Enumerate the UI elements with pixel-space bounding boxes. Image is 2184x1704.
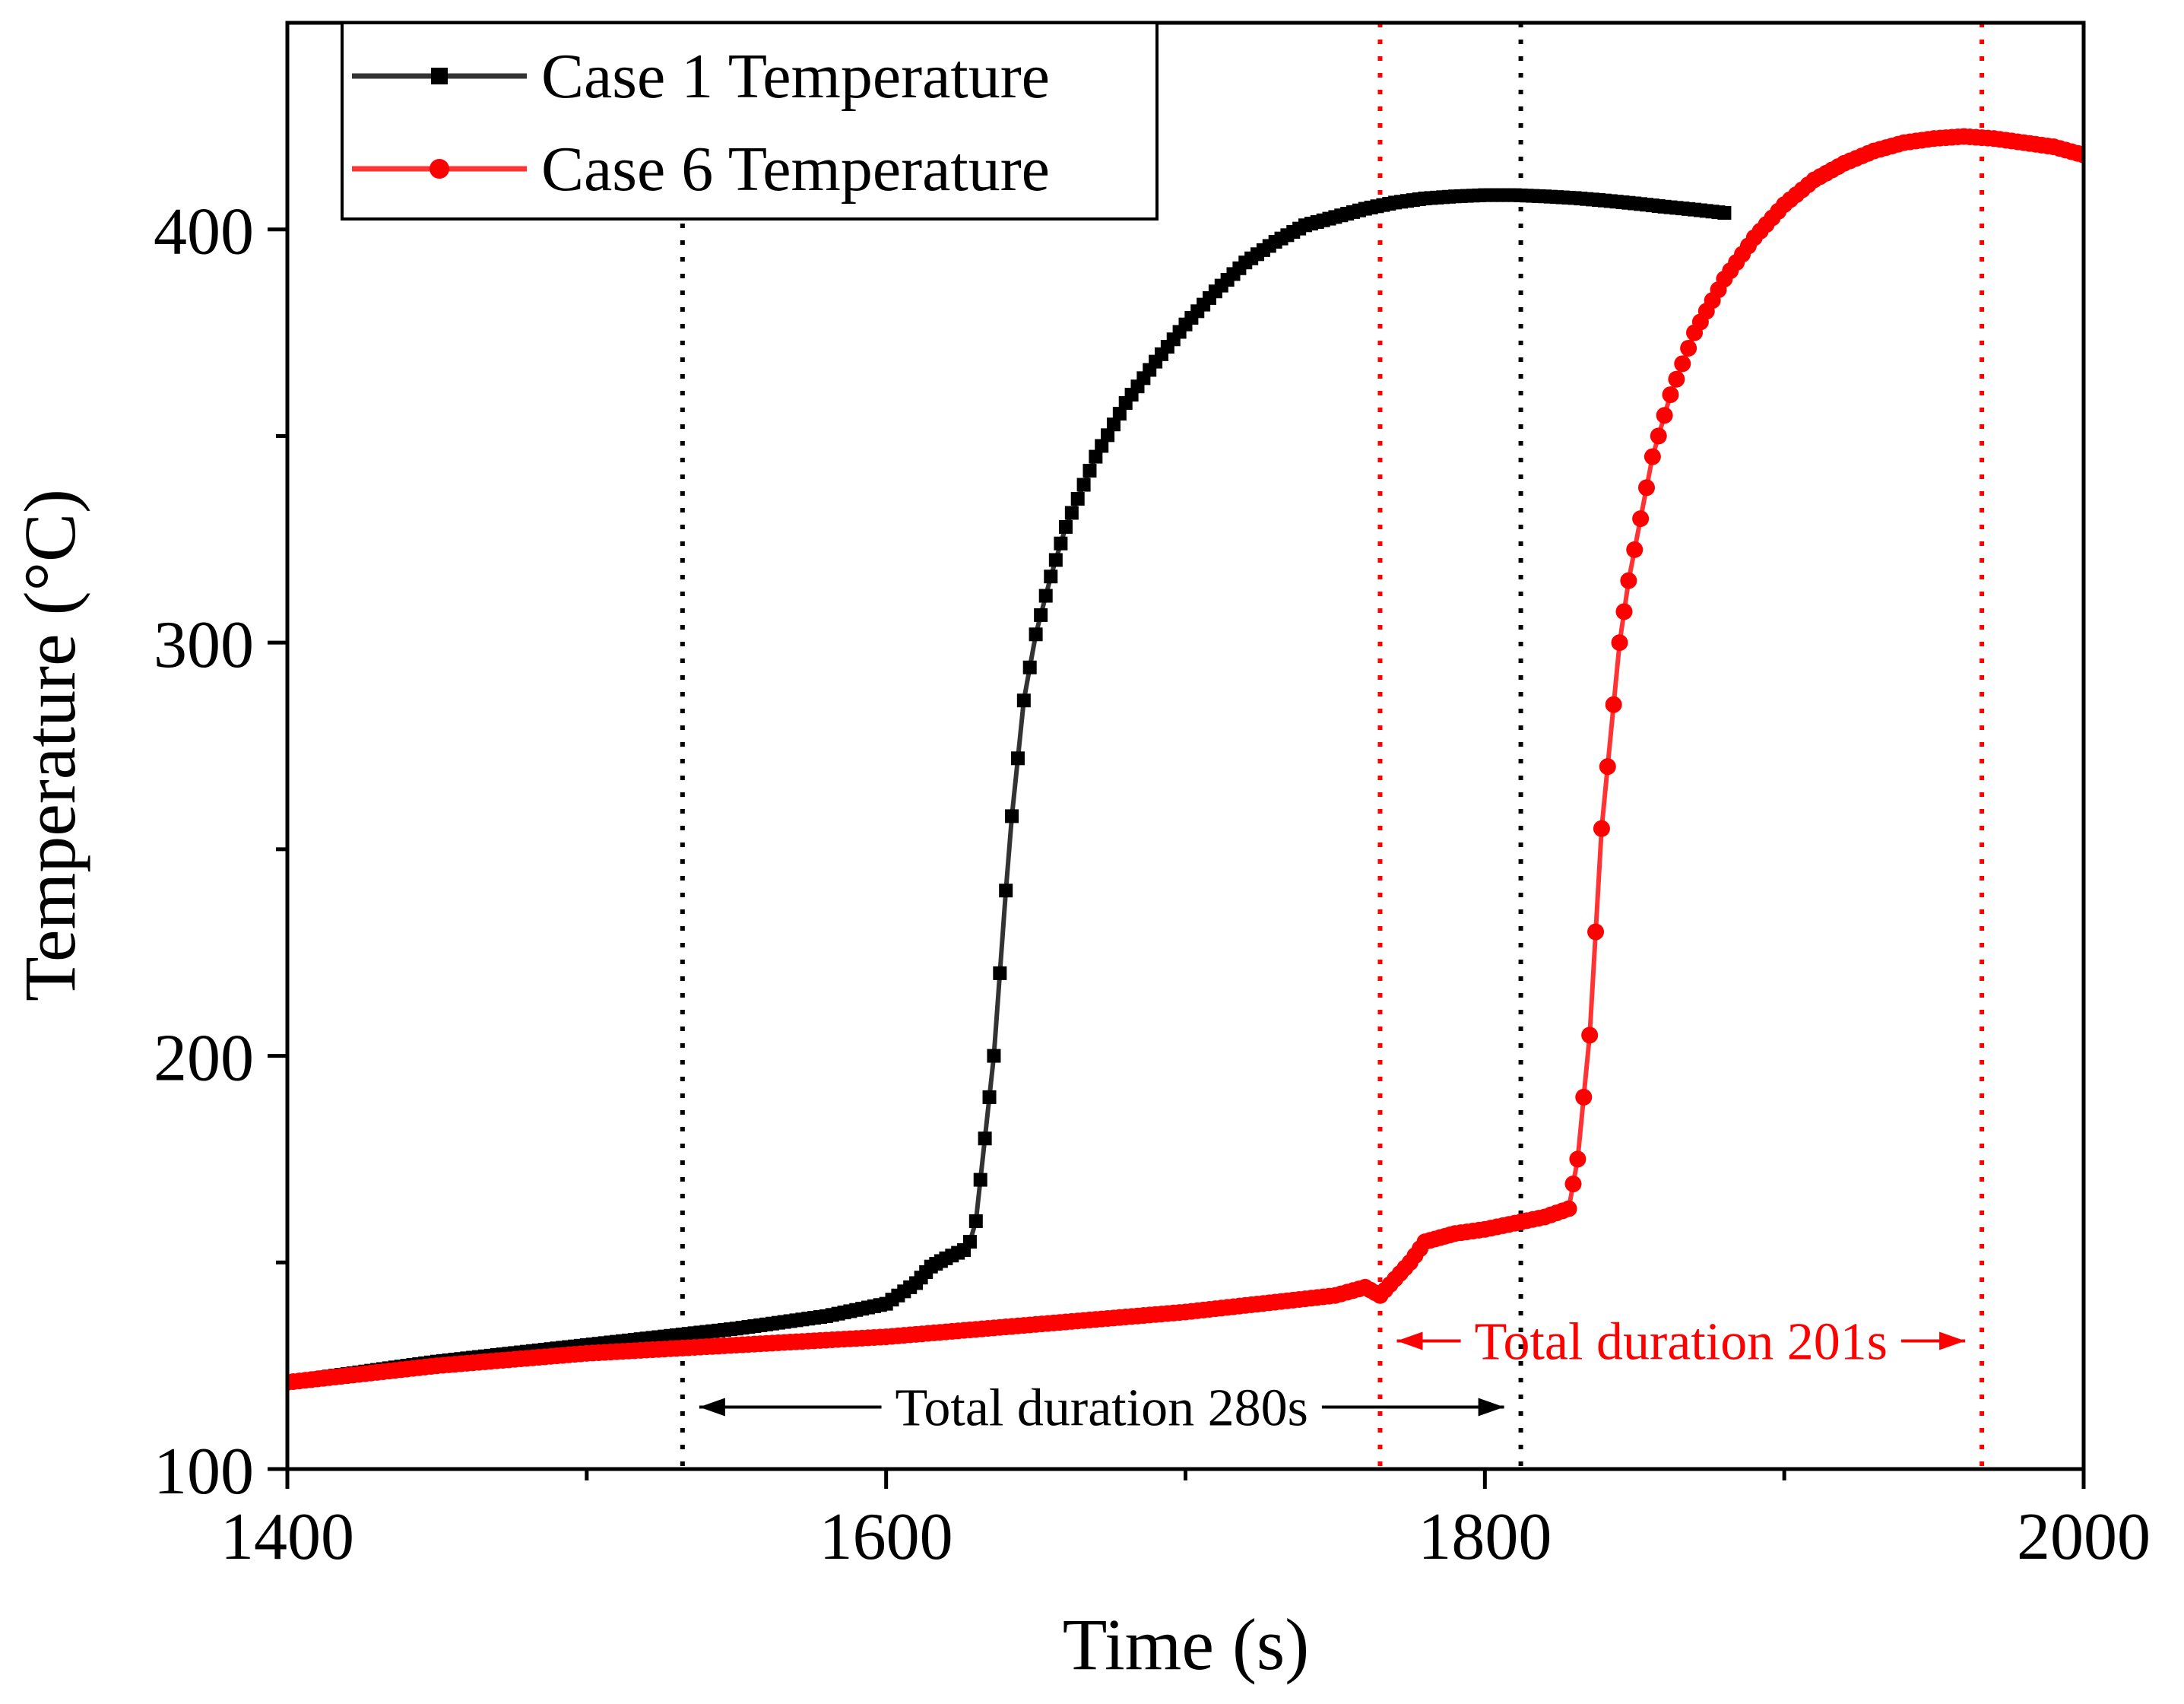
y-tick-label: 200 (154, 1022, 254, 1096)
series-1-point (1016, 693, 1031, 708)
series-1-point (1112, 407, 1127, 421)
series-2-point (1599, 758, 1616, 776)
series-line-1 (287, 192, 1725, 1385)
series-1-point (1106, 417, 1121, 432)
series-1-point (1048, 553, 1063, 567)
legend-box (341, 21, 1159, 221)
y-axis-title: Temperature (°C) (9, 489, 90, 1001)
annotation-arrowhead-right-2 (1939, 1331, 1966, 1350)
series-1-point (1044, 570, 1058, 584)
series-1-point (1034, 608, 1048, 622)
y-tick-label: 100 (154, 1435, 254, 1509)
series-1-point (1064, 506, 1079, 520)
series-2-point (1569, 1150, 1586, 1168)
series-2-point (1662, 386, 1679, 404)
x-tick-label: 1800 (1418, 1500, 1552, 1574)
axis-ticks: 1400 1600 1800 2000 100 200 300 400 (154, 195, 2151, 1574)
legend: Case 1 Temperature Case 6 Temperature (341, 21, 1159, 221)
series-2-point (1626, 541, 1644, 558)
x-axis-title: Time (s) (1063, 1604, 1310, 1685)
series-2-point (1587, 923, 1605, 941)
series-1-point (1054, 536, 1068, 551)
series-1-point (1082, 464, 1097, 478)
annotation-arrowhead-right-1 (1478, 1398, 1504, 1417)
annotation-label-1: Total duration 280s (895, 1379, 1308, 1437)
series-1-point (1076, 478, 1091, 492)
series-1-point (1101, 428, 1115, 443)
series-2-point (1650, 427, 1667, 445)
legend-label-1: Case 1 Temperature (541, 41, 1050, 112)
series-2-point (1644, 448, 1661, 465)
legend-entry-1: Case 1 Temperature (352, 41, 1050, 112)
series-1-point (1070, 492, 1085, 506)
series-1-point (1095, 439, 1109, 453)
series-2-point (1560, 1200, 1577, 1217)
series-1-point (1010, 751, 1025, 766)
series-2-point (1656, 407, 1673, 424)
series-1-point (982, 1090, 997, 1104)
series-1-point (1058, 519, 1073, 534)
series-1-point (993, 966, 1007, 980)
series-1-point (1089, 449, 1103, 464)
annotation-label-2: Total duration 201s (1475, 1313, 1888, 1372)
annotation-2: Total duration 201s (1396, 1313, 1966, 1372)
series-2 (287, 128, 2084, 1391)
series-1-point (1005, 809, 1019, 823)
series-1-point (1022, 660, 1037, 674)
series-2-point (1611, 634, 1628, 652)
reference-lines (680, 23, 1985, 1469)
series-2-point (2075, 146, 2084, 163)
series-2-point (1620, 572, 1637, 589)
series-2-point (1581, 1027, 1599, 1044)
x-tick-label: 2000 (2017, 1500, 2151, 1574)
annotation-1: Total duration 280s (699, 1379, 1504, 1437)
series-2-point (1564, 1176, 1582, 1193)
series-1-point (968, 1214, 983, 1228)
series-1-point (1717, 205, 1732, 220)
series-layer (287, 128, 2084, 1391)
series-2-point (1605, 696, 1622, 713)
series-2-point (1593, 820, 1610, 837)
annotation-arrowhead-left-1 (699, 1398, 725, 1417)
series-2-point (1680, 339, 1697, 357)
series-1-point (1029, 627, 1043, 642)
series-1-point (973, 1172, 987, 1187)
y-tick-label: 300 (154, 608, 254, 682)
x-tick-label: 1600 (819, 1500, 953, 1574)
legend-entry-2: Case 6 Temperature (352, 134, 1050, 205)
series-1-point (1038, 589, 1053, 603)
y-tick-label: 400 (154, 195, 254, 269)
series-2-point (1615, 603, 1633, 620)
series-1 (287, 188, 1732, 1389)
series-1-point (999, 884, 1013, 898)
annotation-arrowhead-left-2 (1396, 1331, 1423, 1350)
legend-circle-marker (430, 159, 449, 179)
series-2-point (1668, 370, 1685, 388)
legend-square-marker (431, 68, 448, 84)
legend-label-2: Case 6 Temperature (541, 134, 1050, 205)
annotations: Total duration 280s Total duration 201s (699, 1313, 1966, 1437)
plot-frame (285, 21, 2086, 1471)
series-1-point (962, 1235, 977, 1249)
series-1-point (987, 1049, 1001, 1063)
series-2-point (1674, 355, 1691, 373)
x-tick-label: 1400 (220, 1500, 354, 1574)
series-1-point (978, 1131, 992, 1146)
series-2-point (1632, 510, 1650, 528)
series-2-point (1638, 479, 1656, 497)
series-2-point (1575, 1088, 1593, 1106)
